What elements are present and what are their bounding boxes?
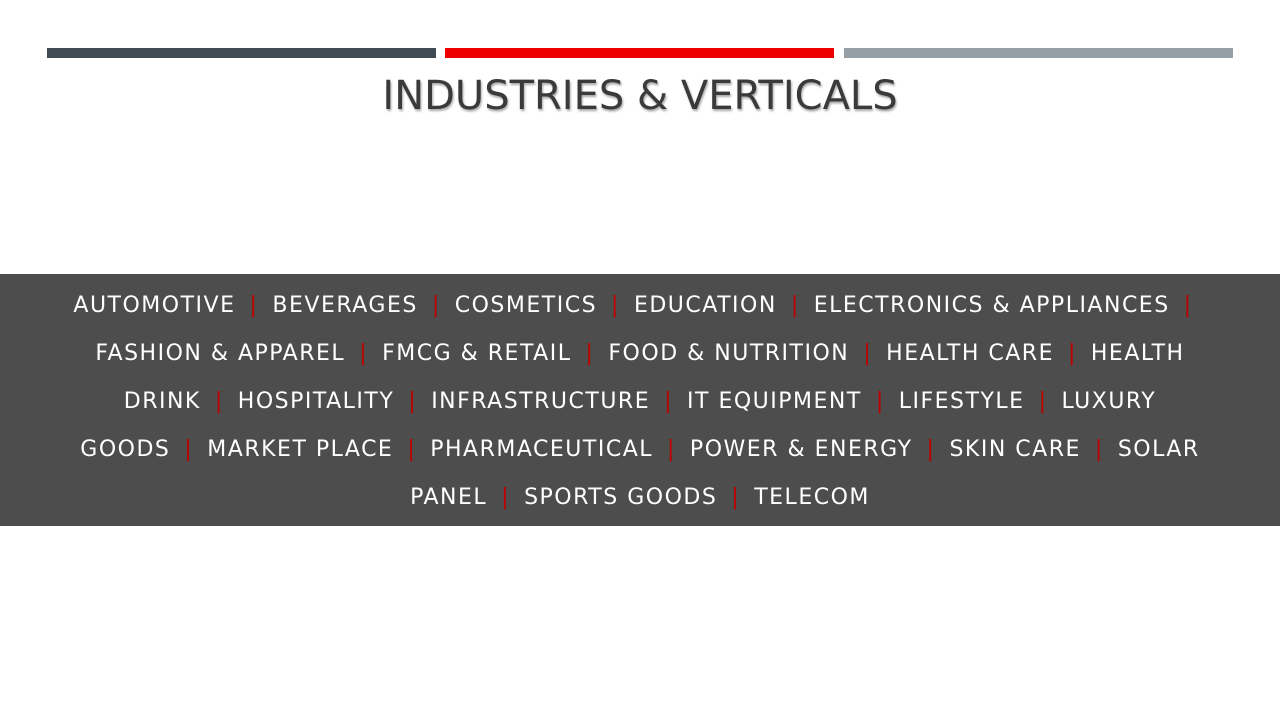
separator-bar: | xyxy=(1067,341,1077,366)
industry-item: PANEL xyxy=(410,485,488,510)
separator-bar: | xyxy=(431,293,441,318)
industry-item: IT EQUIPMENT xyxy=(687,389,862,414)
separator-bar: | xyxy=(249,293,259,318)
separator-bar: | xyxy=(214,389,224,414)
separator-bar: | xyxy=(585,341,595,366)
separator-bar: | xyxy=(664,389,674,414)
industry-item: HEALTH xyxy=(1090,341,1185,366)
industry-item: FASHION & APPAREL xyxy=(95,341,346,366)
industry-item: LUXURY xyxy=(1061,389,1157,414)
industry-line: PANEL | SPORTS GOODS | TELECOM xyxy=(0,474,1280,522)
separator-bar: | xyxy=(875,389,885,414)
top-bar-red xyxy=(445,48,834,58)
industry-item: LIFESTYLE xyxy=(898,389,1025,414)
industry-item: GOODS xyxy=(80,437,171,462)
industry-item: INFRASTRUCTURE xyxy=(431,389,651,414)
industry-item: HEALTH CARE xyxy=(886,341,1054,366)
separator-bar: | xyxy=(1094,437,1104,462)
slide-title: INDUSTRIES & VERTICALS xyxy=(382,73,898,119)
industry-item: POWER & ENERGY xyxy=(689,437,913,462)
industry-item: SKIN CARE xyxy=(949,437,1081,462)
separator-bar: | xyxy=(863,341,873,366)
industry-item: MARKET PLACE xyxy=(207,437,394,462)
separator-bar: | xyxy=(731,485,741,510)
industry-item: BEVERAGES xyxy=(272,293,418,318)
industry-item: DRINK xyxy=(123,389,201,414)
separator-bar: | xyxy=(184,437,194,462)
industry-item: FMCG & RETAIL xyxy=(382,341,572,366)
separator-bar: | xyxy=(359,341,369,366)
separator-bar: | xyxy=(1038,389,1048,414)
industry-item: EDUCATION xyxy=(633,293,777,318)
industry-item: PHARMACEUTICAL xyxy=(430,437,653,462)
separator-bar: | xyxy=(667,437,676,462)
industry-line: GOODS | MARKET PLACE | PHARMACEUTICAL | POWER … xyxy=(0,426,1280,474)
industry-item: ELECTRONICS & APPLIANCES xyxy=(813,293,1170,318)
industry-item: SOLAR xyxy=(1117,437,1200,462)
industry-line: DRINK | HOSPITALITY | INFRASTRUCTURE | IT EQUI… xyxy=(0,378,1280,426)
separator-bar: | xyxy=(1183,293,1193,318)
top-bar-gray xyxy=(844,48,1233,58)
industries-band xyxy=(0,274,1280,526)
separator-bar: | xyxy=(926,437,936,462)
industry-item: SPORTS GOODS xyxy=(524,485,718,510)
separator-bar: | xyxy=(408,389,418,414)
industry-line: FASHION & APPAREL | FMCG & RETAIL | FOOD & N… xyxy=(0,330,1280,378)
separator-bar: | xyxy=(407,437,417,462)
industry-item: TELECOM xyxy=(754,485,870,510)
separator-bar: | xyxy=(790,293,800,318)
industry-item: AUTOMOTIVE xyxy=(73,293,236,318)
separator-bar: | xyxy=(501,485,511,510)
industry-item: HOSPITALITY xyxy=(237,389,395,414)
industry-item: COSMETICS xyxy=(454,293,598,318)
industry-line: AUTOMOTIVE | BEVERAGES | COSMETICS | EDUCATION… xyxy=(0,282,1280,330)
top-bar-dark xyxy=(47,48,436,58)
separator-bar: | xyxy=(611,293,620,318)
industry-item: FOOD & NUTRITION xyxy=(608,341,850,366)
